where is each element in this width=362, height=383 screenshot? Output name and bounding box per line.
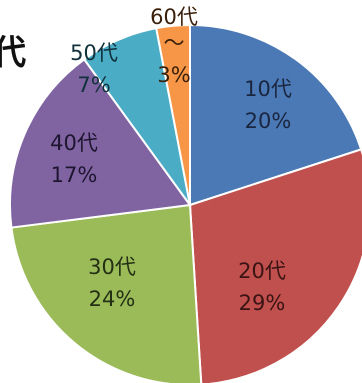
slice-value-6: 3% (157, 63, 190, 87)
slice-label-6-line-1: 60代 (150, 5, 198, 29)
slice-value-2: 29% (239, 291, 286, 315)
slice-label-3: 30代 (88, 255, 136, 279)
pie-slice-4 (9, 57, 192, 229)
slice-label-1: 10代 (244, 77, 292, 101)
pie-slice-3 (10, 203, 203, 383)
pie-labels: 10代 20% 20代 29% 30代 24% 40代 17% 50代 7% 60代～ 3% (50, 5, 292, 315)
pie-slices (9, 23, 362, 383)
slice-value-5: 7% (77, 73, 110, 97)
slice-value-3: 24% (89, 287, 136, 311)
slice-label-4: 40代 (50, 131, 98, 155)
slice-label-6-line-2: ～ (164, 31, 185, 55)
slice-value-1: 20% (245, 109, 292, 133)
slice-value-4: 17% (51, 163, 98, 187)
chart-title-fragment: 代 (0, 33, 26, 73)
pie-slice-1 (189, 23, 362, 207)
slice-label-5: 50代 (70, 41, 118, 65)
slice-label-2: 20代 (238, 259, 286, 283)
pie-slice-6 (155, 23, 191, 206)
pie-slice-2 (188, 148, 362, 383)
